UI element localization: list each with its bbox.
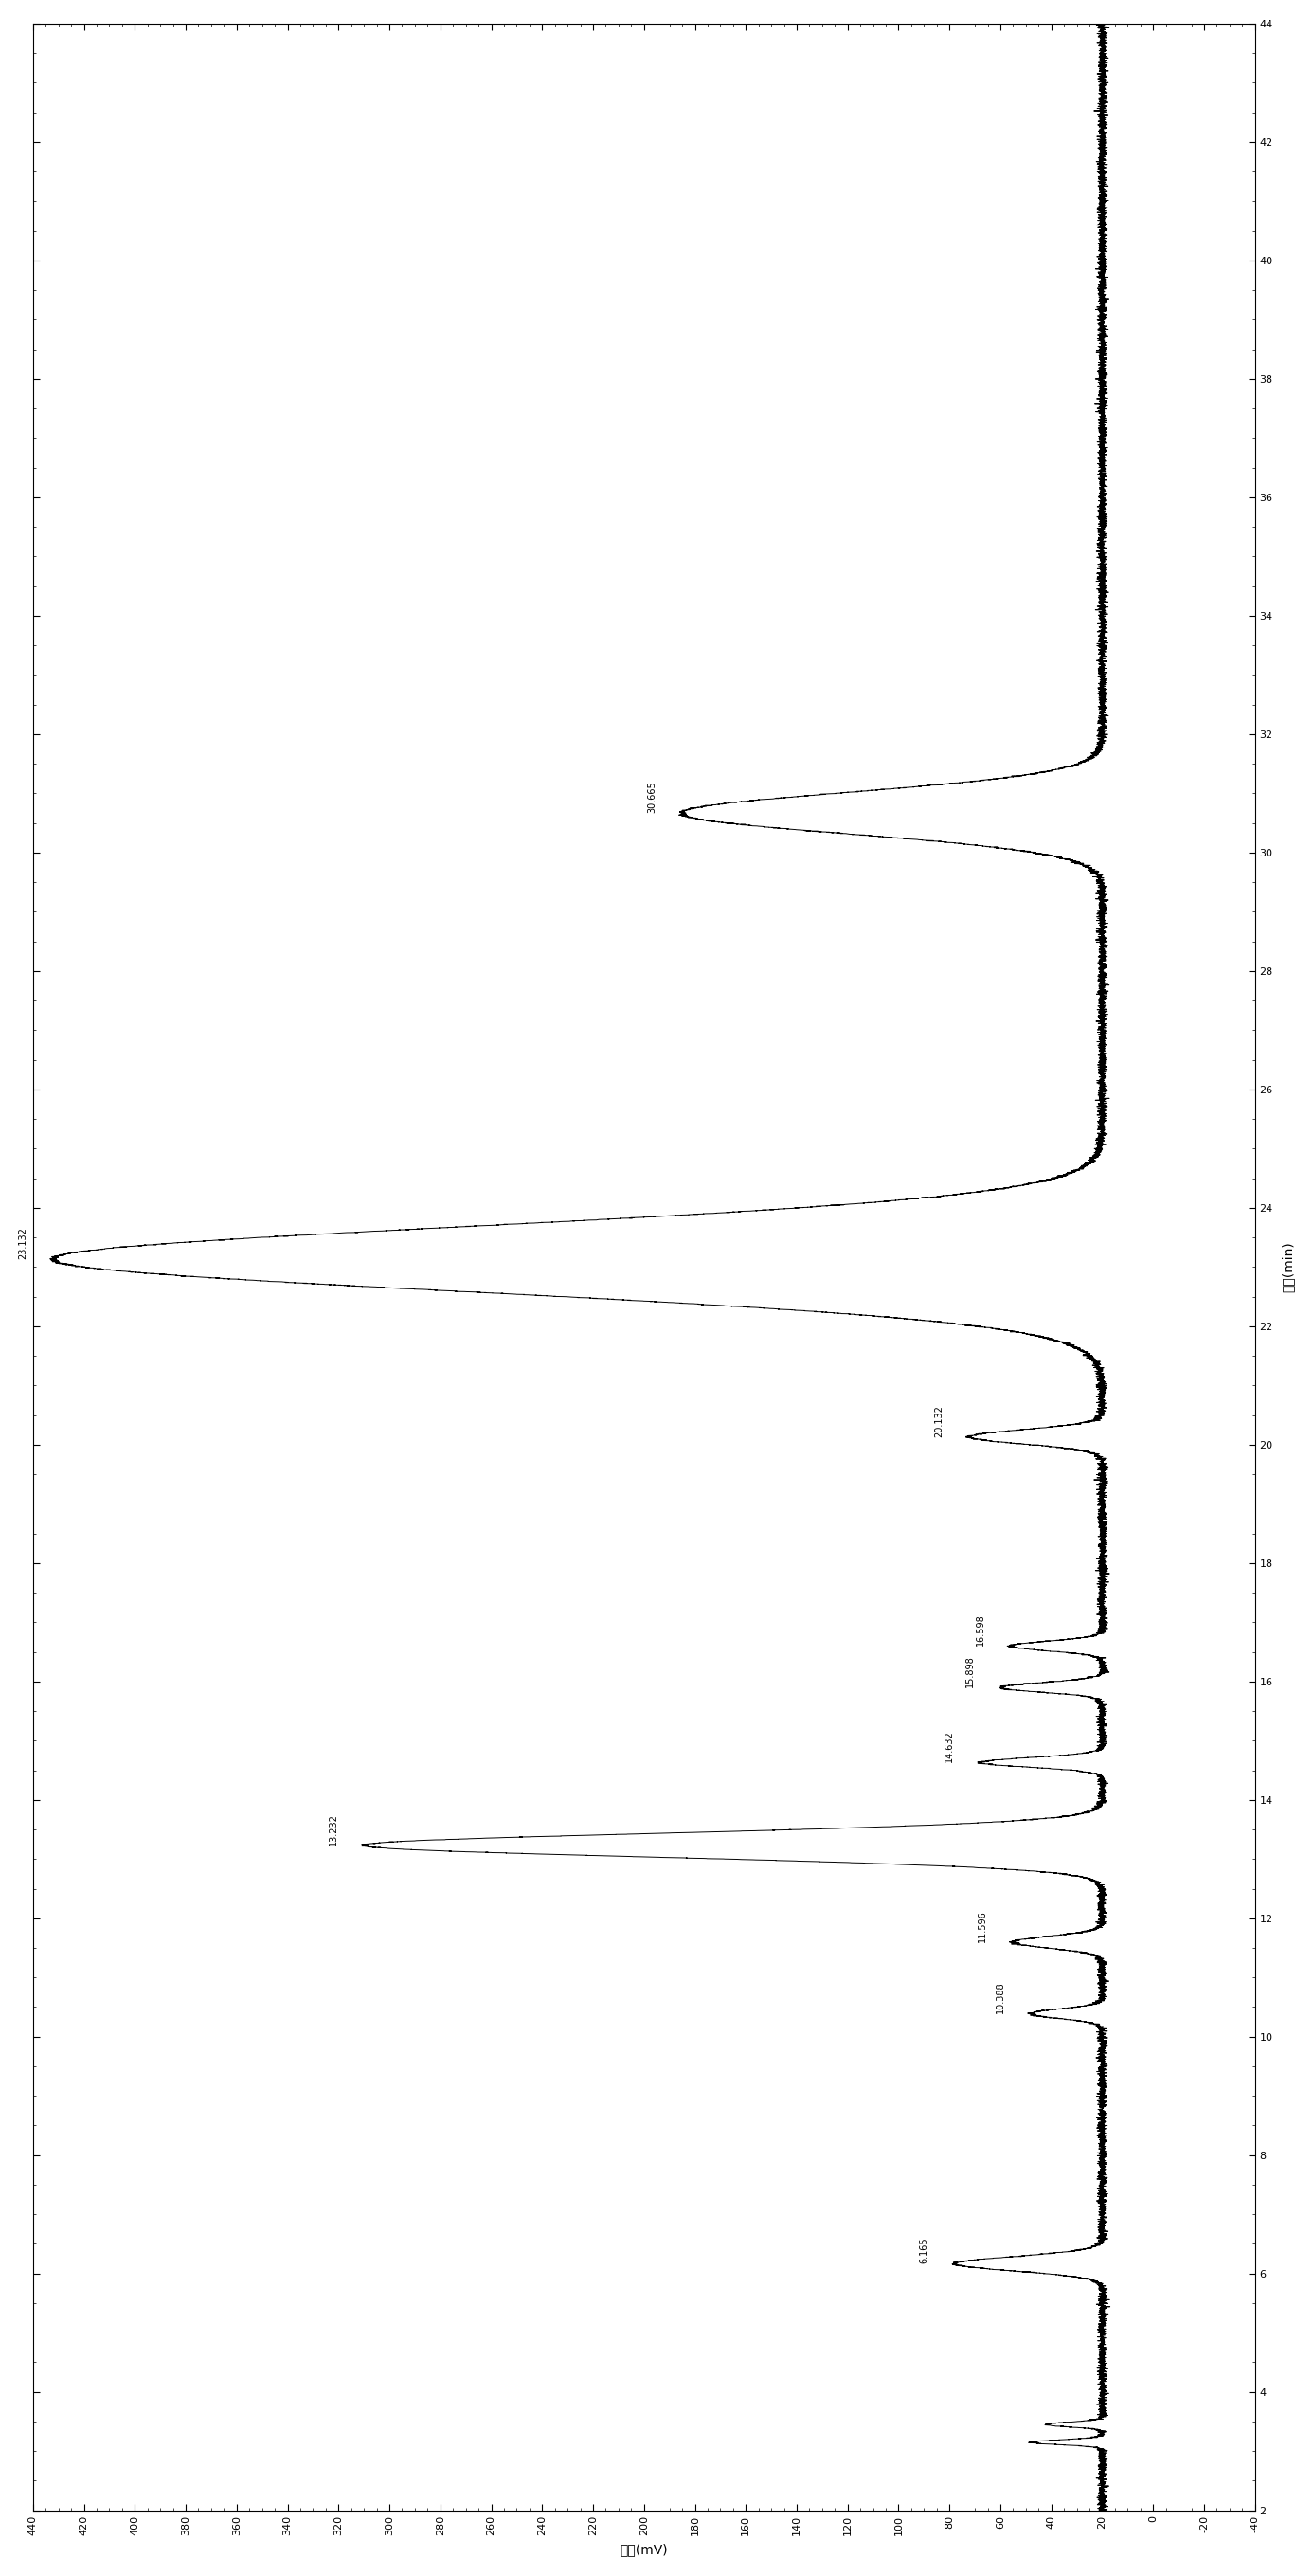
Text: 6.165: 6.165 [920,2239,929,2264]
X-axis label: 电位(mV): 电位(mV) [620,2543,668,2555]
Text: 10.388: 10.388 [996,1981,1005,2014]
Text: 13.232: 13.232 [328,1814,338,1844]
Text: 14.632: 14.632 [945,1731,954,1762]
Text: 20.132: 20.132 [934,1404,943,1437]
Text: 23.132: 23.132 [18,1226,28,1260]
Text: 30.665: 30.665 [646,781,657,814]
Text: 15.898: 15.898 [964,1656,975,1687]
Text: 11.596: 11.596 [978,1911,987,1942]
Text: 16.598: 16.598 [975,1615,984,1646]
Y-axis label: 时间(min): 时间(min) [1281,1242,1294,1293]
